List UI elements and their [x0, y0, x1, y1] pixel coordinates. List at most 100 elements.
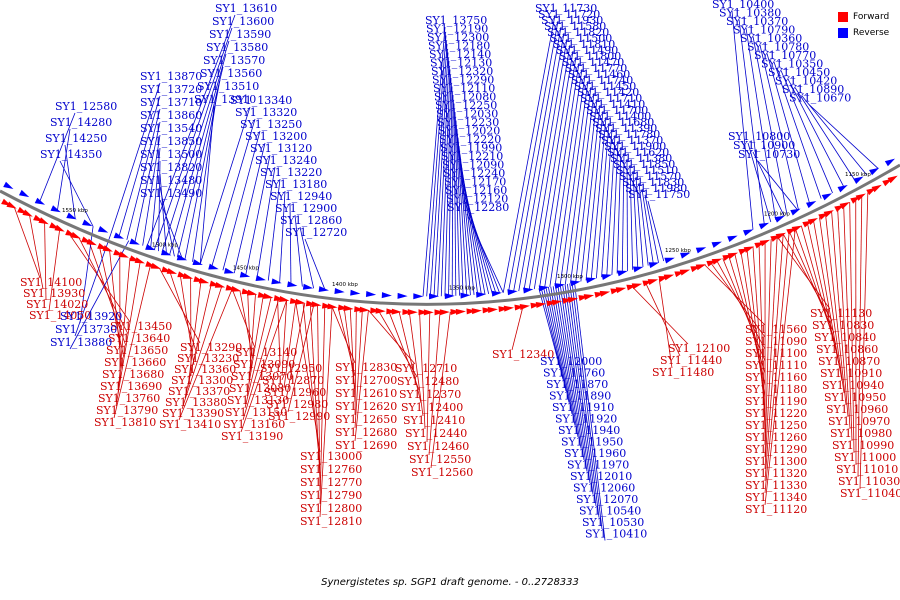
- gene-label-sy1-11710[interactable]: SY1_11710: [580, 92, 642, 105]
- gene-label-sy1-11030[interactable]: SY1_11030: [838, 475, 900, 488]
- gene-label-sy1-10380[interactable]: SY1_10380: [719, 7, 781, 20]
- gene-label-sy1-12550[interactable]: SY1_12550: [409, 453, 471, 466]
- gene-label-sy1-11810[interactable]: SY1_11810: [553, 38, 615, 51]
- gene-label-sy1-12400[interactable]: SY1_12400: [401, 401, 463, 414]
- gene-label-sy1-12990[interactable]: SY1_12990: [268, 410, 330, 423]
- gene-label-sy1-13220[interactable]: SY1_13220: [260, 166, 322, 179]
- reverse-gene-arrow[interactable]: [334, 288, 345, 295]
- forward-gene-arrow[interactable]: [807, 218, 818, 226]
- gene-label-sy1-13360[interactable]: SY1_13360: [174, 363, 236, 376]
- reverse-gene-arrow[interactable]: [34, 197, 46, 205]
- gene-label-sy1-12980[interactable]: SY1_12980: [266, 398, 328, 411]
- reverse-gene-arrow[interactable]: [460, 292, 471, 299]
- reverse-gene-arrow[interactable]: [239, 271, 251, 278]
- gene-label-sy1-13720[interactable]: SY1_13720: [140, 83, 202, 96]
- gene-label-sy1-12060[interactable]: SY1_12060: [573, 482, 635, 495]
- gene-label-sy1-13120[interactable]: SY1_13120: [250, 142, 312, 155]
- gene-label-sy1-13140[interactable]: SY1_13140: [235, 346, 297, 359]
- gene-label-sy1-11890[interactable]: SY1_11890: [549, 390, 611, 403]
- gene-label-sy1-11820[interactable]: SY1_11820: [547, 26, 609, 39]
- forward-gene-arrow[interactable]: [839, 201, 850, 210]
- forward-gene-arrow[interactable]: [0, 193, 1, 201]
- forward-gene-arrow[interactable]: [439, 309, 450, 316]
- forward-gene-arrow[interactable]: [450, 309, 461, 315]
- gene-label-sy1-11450[interactable]: SY1_11450: [574, 80, 636, 93]
- forward-gene-arrow[interactable]: [354, 306, 365, 313]
- reverse-gene-arrow[interactable]: [365, 291, 377, 298]
- gene-label-sy1-11340[interactable]: SY1_11340: [745, 491, 807, 504]
- gene-label-sy1-12010[interactable]: SY1_12010: [570, 470, 632, 483]
- gene-label-sy1-12860[interactable]: SY1_12860: [280, 214, 342, 227]
- gene-label-sy1-10970[interactable]: SY1_10970: [828, 415, 890, 428]
- forward-gene-arrow[interactable]: [791, 225, 802, 233]
- reverse-gene-arrow[interactable]: [350, 289, 361, 296]
- gene-label-sy1-13610[interactable]: SY1_13610: [215, 2, 277, 15]
- reverse-gene-arrow[interactable]: [523, 287, 534, 294]
- gene-label-sy1-12710[interactable]: SY1_12710: [395, 362, 457, 375]
- gene-label-sy1-13480[interactable]: SY1_13480: [140, 174, 202, 187]
- gene-label-sy1-10790[interactable]: SY1_10790: [733, 24, 795, 37]
- gene-label-sy1-10940[interactable]: SY1_10940: [822, 379, 884, 392]
- forward-gene-arrow[interactable]: [402, 308, 413, 315]
- reverse-gene-arrow[interactable]: [397, 292, 408, 299]
- gene-label-sy1-13660[interactable]: SY1_13660: [104, 356, 166, 369]
- reverse-gene-arrow[interactable]: [790, 208, 801, 216]
- gene-label-sy1-13540[interactable]: SY1_13540: [140, 122, 202, 135]
- reverse-gene-arrow[interactable]: [97, 226, 109, 233]
- gene-label-sy1-13200[interactable]: SY1_13200: [245, 130, 307, 143]
- gene-label-sy1-11010[interactable]: SY1_11010: [836, 463, 898, 476]
- forward-gene-arrow[interactable]: [262, 292, 274, 299]
- reverse-gene-arrow[interactable]: [302, 283, 314, 290]
- gene-label-sy1-11400[interactable]: SY1_11400: [589, 110, 651, 123]
- reverse-gene-arrow[interactable]: [727, 235, 738, 243]
- forward-gene-arrow[interactable]: [471, 308, 482, 315]
- gene-label-sy1-13680[interactable]: SY1_13680: [102, 368, 164, 381]
- gene-label-sy1-11040[interactable]: SY1_11040: [840, 487, 900, 500]
- forward-gene-arrow[interactable]: [54, 224, 65, 232]
- gene-label-sy1-13130[interactable]: SY1_13130: [227, 394, 289, 407]
- gene-label-sy1-11220[interactable]: SY1_11220: [745, 407, 807, 420]
- gene-label-sy1-12810[interactable]: SY1_12810: [300, 515, 362, 528]
- gene-label-sy1-10800[interactable]: SY1_10800: [728, 130, 790, 143]
- gene-label-sy1-11560[interactable]: SY1_11560: [745, 323, 807, 336]
- gene-label-sy1-13880[interactable]: SY1_13880: [50, 336, 112, 349]
- gene-label-sy1-12340[interactable]: SY1_12340: [492, 348, 554, 361]
- forward-gene-arrow[interactable]: [327, 303, 338, 310]
- gene-label-sy1-12250[interactable]: SY1_12250: [435, 99, 497, 112]
- gene-label-sy1-10900[interactable]: SY1_10900: [733, 139, 795, 152]
- gene-label-sy1-12460[interactable]: SY1_12460: [407, 440, 469, 453]
- gene-label-sy1-11180[interactable]: SY1_11180: [745, 383, 807, 396]
- forward-gene-arrow[interactable]: [711, 258, 723, 265]
- forward-gene-arrow[interactable]: [22, 209, 33, 217]
- reverse-gene-arrow[interactable]: [648, 262, 660, 269]
- gene-label-sy1-12410[interactable]: SY1_12410: [403, 414, 465, 427]
- gene-label-sy1-12070[interactable]: SY1_12070: [576, 493, 638, 506]
- gene-label-sy1-13790[interactable]: SY1_13790: [96, 404, 158, 417]
- gene-label-sy1-13290[interactable]: SY1_13290: [180, 341, 242, 354]
- forward-gene-arrow[interactable]: [567, 297, 579, 303]
- gene-label-sy1-10950[interactable]: SY1_10950: [824, 391, 886, 404]
- reverse-gene-arrow[interactable]: [491, 290, 502, 297]
- reverse-gene-arrow[interactable]: [18, 189, 30, 198]
- forward-gene-arrow[interactable]: [743, 246, 755, 253]
- gene-label-sy1-10420[interactable]: SY1_10420: [775, 75, 837, 88]
- forward-gene-arrow[interactable]: [214, 281, 226, 288]
- reverse-gene-arrow[interactable]: [570, 280, 581, 287]
- forward-gene-arrow[interactable]: [118, 251, 129, 258]
- gene-label-sy1-12210[interactable]: SY1_12210: [441, 150, 503, 163]
- gene-label-sy1-12220[interactable]: SY1_12220: [439, 133, 501, 146]
- gene-label-sy1-13640[interactable]: SY1_13640: [108, 332, 170, 345]
- gene-label-sy1-12950[interactable]: SY1_12950: [260, 362, 322, 375]
- reverse-gene-arrow[interactable]: [507, 289, 518, 296]
- gene-label-sy1-11130[interactable]: SY1_11130: [810, 307, 872, 320]
- gene-label-sy1-13090[interactable]: SY1_13090: [233, 358, 295, 371]
- gene-label-sy1-10990[interactable]: SY1_10990: [832, 439, 894, 452]
- reverse-gene-arrow[interactable]: [601, 274, 612, 280]
- reverse-gene-arrow[interactable]: [192, 259, 203, 265]
- gene-label-sy1-10450[interactable]: SY1_10450: [768, 66, 830, 79]
- gene-label-sy1-13250[interactable]: SY1_13250: [240, 118, 302, 131]
- gene-label-sy1-12480[interactable]: SY1_12480: [397, 375, 459, 388]
- gene-label-sy1-12190[interactable]: SY1_12190: [426, 23, 488, 36]
- gene-label-sy1-13810[interactable]: SY1_13810: [94, 416, 156, 429]
- gene-label-sy1-10730[interactable]: SY1_10730: [738, 148, 800, 161]
